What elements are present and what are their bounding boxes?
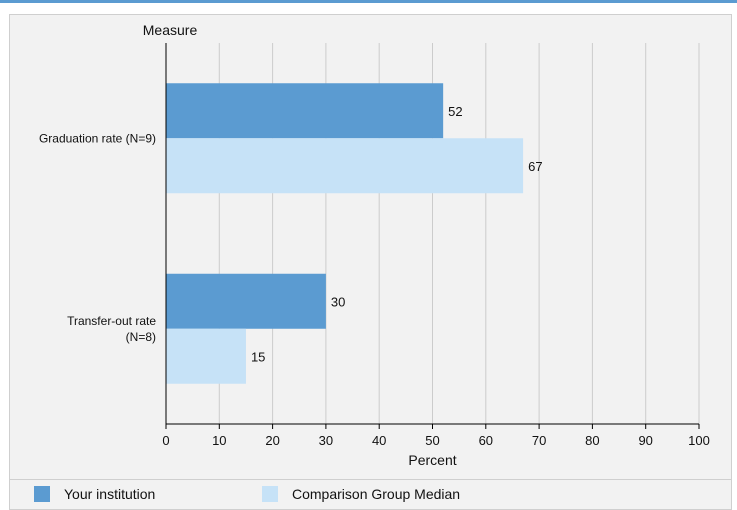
x-tick-label-0: 0 <box>162 433 169 448</box>
x-tick-label-40: 40 <box>372 433 386 448</box>
top-rule <box>0 0 737 3</box>
legend-swatch-your-institution <box>34 486 50 502</box>
x-axis-title: Percent <box>408 452 456 468</box>
bar-label-series1-cat1: 15 <box>251 349 265 364</box>
x-tick-label-10: 10 <box>212 433 226 448</box>
bar-series0-cat1 <box>166 273 326 329</box>
bar-chart: 0 10 20 30 40 50 60 70 80 90 100 Measure Percent 52 67… <box>39 22 710 468</box>
x-tick-label-30: 30 <box>319 433 333 448</box>
category-label-0-line0: Graduation rate (N=9) <box>39 131 156 145</box>
category-label-1-line0: Transfer-out rate <box>67 314 156 328</box>
bar-series0-cat0 <box>166 83 444 139</box>
legend-label-your-institution: Your institution <box>64 486 156 502</box>
bar-series1-cat1 <box>166 328 246 384</box>
x-tick-label-90: 90 <box>638 433 652 448</box>
legend-panel: Your institution Comparison Group Median <box>9 480 732 510</box>
legend-label-comparison-group: Comparison Group Median <box>292 486 461 502</box>
x-tick-label-70: 70 <box>532 433 546 448</box>
x-tick-label-100: 100 <box>688 433 710 448</box>
x-tick-label-60: 60 <box>479 433 493 448</box>
bar-label-series1-cat0: 67 <box>528 159 542 174</box>
category-label-1-line1: (N=8) <box>126 330 156 344</box>
bar-series1-cat0 <box>166 138 524 194</box>
legend-swatch-comparison-group <box>262 486 278 502</box>
x-tick-label-50: 50 <box>425 433 439 448</box>
x-tick-label-80: 80 <box>585 433 599 448</box>
bar-label-series0-cat1: 30 <box>331 294 345 309</box>
bar-label-series0-cat0: 52 <box>448 104 462 119</box>
x-tick-label-20: 20 <box>265 433 279 448</box>
y-axis-title: Measure <box>143 22 198 38</box>
legend-item-comparison-group: Comparison Group Median <box>262 486 460 502</box>
legend-item-your-institution: Your institution <box>34 486 155 502</box>
